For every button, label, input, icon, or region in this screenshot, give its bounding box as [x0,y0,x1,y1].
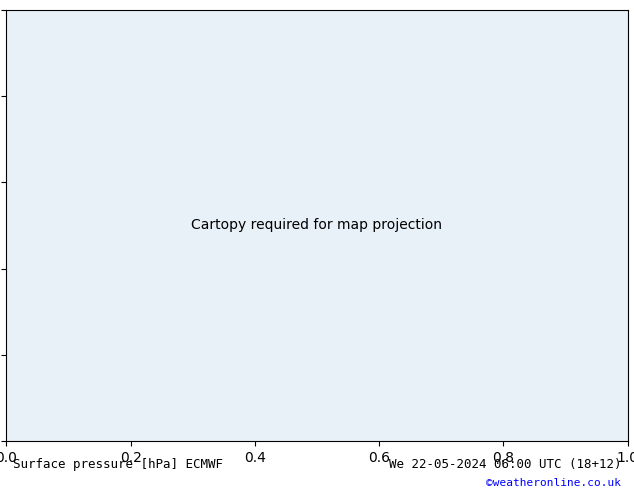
Text: ©weatheronline.co.uk: ©weatheronline.co.uk [486,478,621,488]
Text: Cartopy required for map projection: Cartopy required for map projection [191,219,443,232]
Text: Surface pressure [hPa] ECMWF: Surface pressure [hPa] ECMWF [13,458,223,471]
Text: We 22-05-2024 06:00 UTC (18+12): We 22-05-2024 06:00 UTC (18+12) [389,458,621,471]
